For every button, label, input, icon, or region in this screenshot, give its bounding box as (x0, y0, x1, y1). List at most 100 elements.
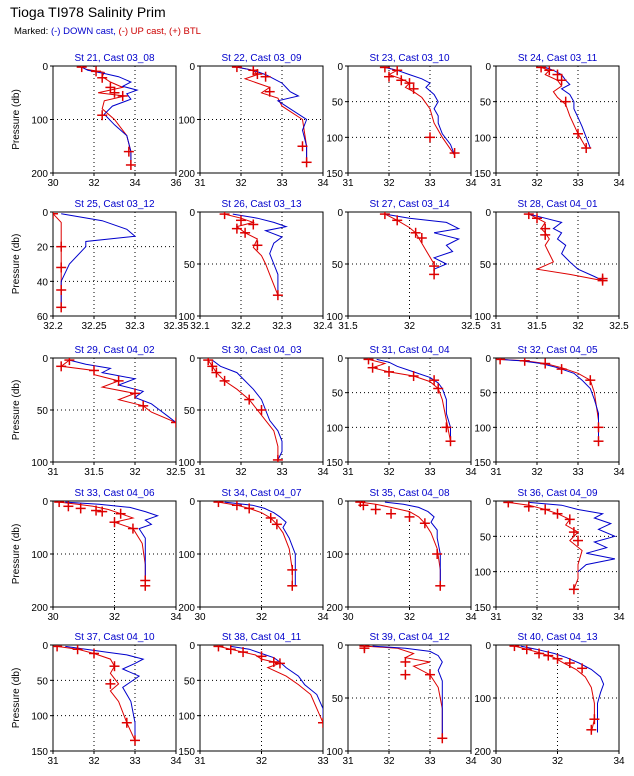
panel-title: St 22, Cast 03_09 (221, 53, 301, 64)
bottle-marker (138, 400, 149, 411)
down-cast-line (384, 501, 441, 586)
x-tick-label: 31 (490, 612, 502, 623)
x-tick-label: 34 (317, 467, 329, 478)
down-cast-line (376, 358, 451, 442)
bottle-marker (445, 436, 456, 447)
y-tick-label: 100 (474, 423, 491, 434)
x-tick-label: 31 (194, 756, 206, 767)
panel-title: St 29, Cast 04_02 (74, 345, 154, 356)
x-tick-label: 31 (47, 756, 59, 767)
y-tick-label: 100 (178, 312, 195, 323)
profile-panel-12: St 32, Cast 04_05 31 32 33 34 0 50 100 150 (474, 345, 625, 478)
y-tick-label: 0 (337, 354, 343, 365)
y-tick-label: 200 (31, 169, 48, 180)
x-tick-label: 32 (572, 321, 584, 332)
down-cast-line (65, 645, 145, 741)
bottle-marker (53, 212, 58, 219)
panel-title: St 39, Cast 04_12 (369, 632, 449, 643)
x-tick-label: 32.3 (272, 321, 292, 332)
bottle-marker (379, 66, 390, 73)
y-tick-label: 0 (189, 354, 195, 365)
x-tick-label: 32.5 (609, 321, 629, 332)
bottle-marker (252, 69, 263, 80)
bottle-marker (429, 269, 440, 280)
y-tick-label: 0 (42, 497, 48, 508)
bottle-marker (400, 656, 411, 667)
y-tick-label: 100 (178, 116, 195, 127)
x-tick-label: 34 (465, 467, 477, 478)
y-tick-label: 200 (31, 603, 48, 614)
bottle-marker (271, 519, 282, 530)
bottle-marker (231, 501, 242, 511)
bottle-marker (121, 717, 132, 728)
x-tick-label: 31.5 (338, 321, 358, 332)
x-tick-label: 34 (317, 178, 329, 189)
bottle-marker (370, 504, 381, 515)
x-tick-label: 31.5 (84, 467, 104, 478)
y-tick-label: 0 (485, 208, 491, 219)
bottle-marker (597, 275, 608, 286)
y-tick-label: 50 (332, 389, 344, 400)
y-tick-label: 50 (37, 676, 49, 687)
bottle-marker (432, 549, 443, 559)
x-tick-label: 33 (424, 178, 436, 189)
profile-panel-20: St 40, Cast 04_13 30 32 34 0 100 200 (474, 632, 625, 767)
y-tick-label: 150 (474, 169, 491, 180)
x-tick-label: 30 (47, 612, 59, 623)
x-tick-label: 32 (531, 467, 543, 478)
bottle-marker (213, 645, 224, 652)
y-tick-label: 0 (485, 497, 491, 508)
bottle-marker (109, 87, 120, 98)
panel-title: St 31, Cast 04_04 (369, 345, 449, 356)
up-cast-line (224, 213, 279, 296)
y-tick-label: 0 (189, 208, 195, 219)
up-cast-line (368, 358, 451, 442)
y-tick-label: 200 (474, 747, 491, 758)
profile-panel-5: St 25, Cast 03_12 32.2 32.25 32.3 32.35 0 20 40… (11, 199, 189, 332)
legend-prefix: Marked: (14, 26, 49, 37)
y-tick-label: 100 (326, 747, 343, 758)
bottle-marker (56, 241, 67, 252)
bottle-marker (581, 143, 592, 154)
y-tick-label: 100 (178, 550, 195, 561)
bottle-marker (386, 508, 397, 519)
panel-data (359, 645, 448, 744)
bottle-marker (363, 358, 374, 365)
x-tick-label: 34 (613, 467, 625, 478)
x-tick-label: 30 (490, 756, 502, 767)
down-cast-line (528, 501, 617, 573)
up-cast-line (528, 213, 603, 282)
profile-panel-6: St 26, Cast 03_13 32.1 32.2 32.3 32.4 0 50 100 (178, 199, 333, 332)
y-tick-label: 60 (37, 312, 49, 323)
bottle-marker (564, 658, 575, 669)
legend-up-cast: (-) UP cast, (118, 26, 167, 37)
bottle-marker (396, 75, 407, 86)
bottle-marker (534, 648, 545, 659)
bottle-marker (519, 358, 530, 366)
bottle-marker (358, 501, 369, 511)
profile-panel-11: St 31, Cast 04_04 31 32 33 34 0 50 100 150 (326, 345, 477, 478)
x-tick-label: 32 (88, 178, 100, 189)
profile-panel-19: St 39, Cast 04_12 31 32 33 34 0 50 100 (326, 632, 477, 767)
y-axis-label: Pressure (db) (11, 234, 22, 295)
legend-bottle: (+) BTL (169, 26, 201, 37)
bottle-marker (568, 527, 579, 538)
bottle-marker (56, 361, 67, 372)
bottle-marker (585, 375, 596, 386)
bottle-marker (408, 371, 419, 382)
x-tick-label: 32 (383, 467, 395, 478)
down-cast-line (545, 66, 591, 149)
panel-data (536, 66, 592, 154)
bottle-marker (540, 229, 551, 240)
bottle-marker (213, 501, 224, 508)
bottle-marker (544, 66, 555, 76)
bottle-marker (367, 362, 378, 373)
panel-data (231, 66, 312, 168)
y-tick-label: 50 (184, 260, 196, 271)
panel-title: St 21, Cast 03_08 (74, 53, 154, 64)
down-cast-line (232, 213, 289, 296)
bottle-marker (63, 501, 74, 512)
up-cast-line (364, 645, 443, 739)
panel-data (56, 358, 176, 428)
x-tick-label: 34 (170, 612, 182, 623)
